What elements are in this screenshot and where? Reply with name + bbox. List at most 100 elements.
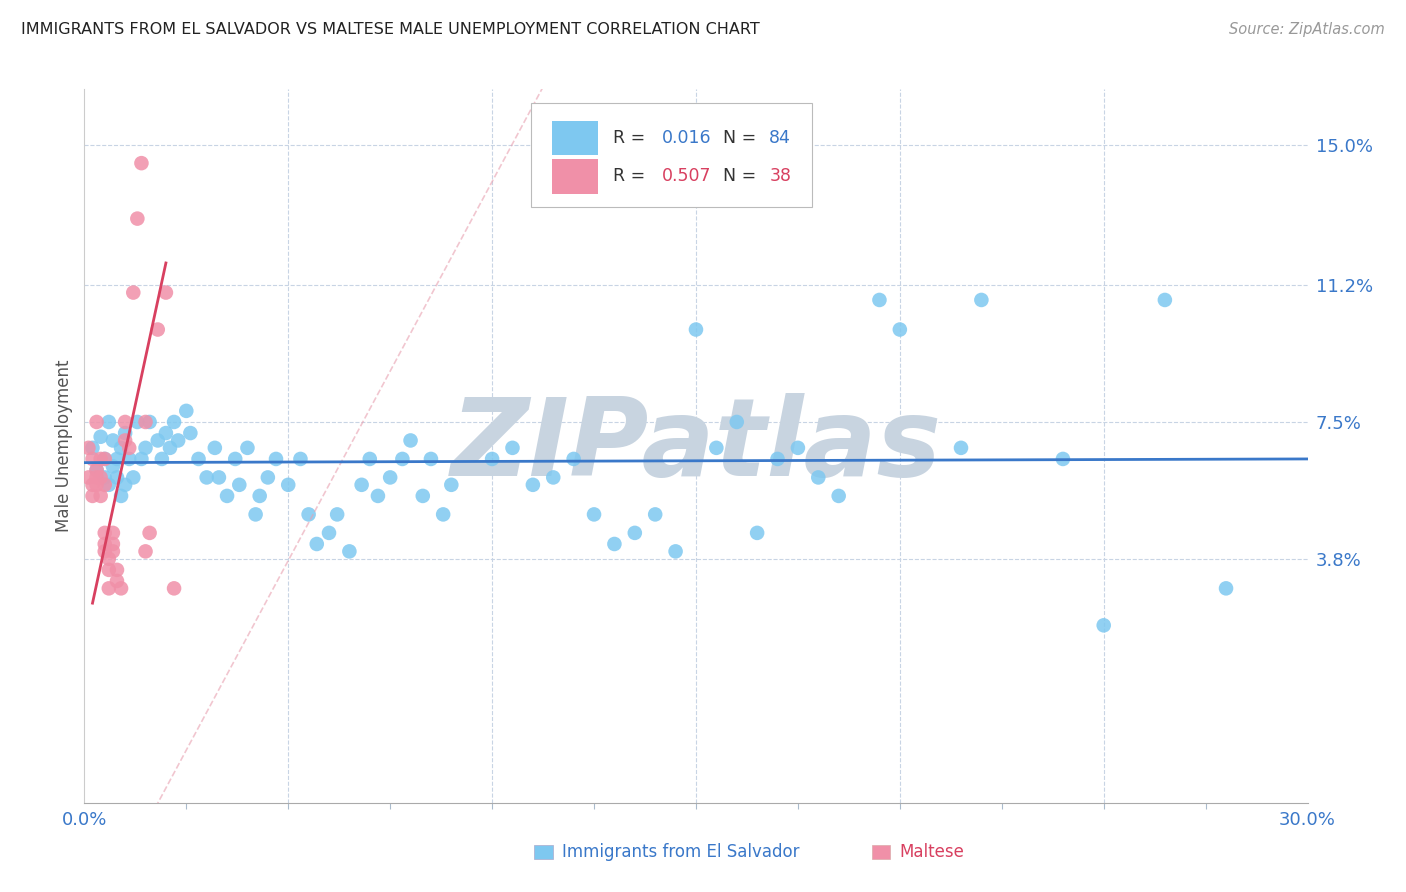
Y-axis label: Male Unemployment: Male Unemployment: [55, 359, 73, 533]
Point: [146, 434, 169, 448]
Point: [481, 452, 503, 467]
Point: [105, 574, 128, 588]
Text: Immigrants from El Salvador: Immigrants from El Salvador: [562, 843, 800, 861]
Point: [167, 434, 190, 448]
Point: [122, 285, 145, 300]
Point: [131, 452, 153, 467]
Point: [82, 478, 104, 492]
Point: [90, 470, 112, 484]
Text: ZIPatlas: ZIPatlas: [450, 393, 942, 499]
Point: [101, 525, 124, 540]
Point: [399, 434, 422, 448]
Point: [1092, 618, 1115, 632]
Point: [236, 441, 259, 455]
Point: [204, 441, 226, 455]
Point: [114, 425, 136, 440]
Point: [179, 425, 201, 440]
Point: [208, 470, 231, 484]
Point: [93, 544, 115, 558]
Point: [82, 489, 104, 503]
Point: [522, 478, 544, 492]
Point: [1215, 582, 1237, 596]
Point: [187, 452, 209, 467]
Point: [93, 537, 115, 551]
Point: [97, 582, 120, 596]
Point: [582, 508, 605, 522]
Point: [127, 211, 149, 226]
Point: [82, 441, 104, 455]
Point: [501, 441, 523, 455]
Point: [101, 459, 124, 474]
Point: [110, 441, 132, 455]
Point: [118, 441, 141, 455]
Point: [950, 441, 973, 455]
Point: [93, 452, 115, 467]
Point: [339, 544, 360, 558]
Point: [644, 508, 666, 522]
Text: 38: 38: [769, 168, 792, 186]
Point: [420, 452, 443, 467]
Point: [114, 478, 136, 492]
Point: [174, 404, 197, 418]
Point: [97, 563, 120, 577]
Text: 84: 84: [769, 128, 792, 147]
Point: [277, 478, 299, 492]
Text: R =: R =: [613, 128, 651, 147]
Point: [105, 452, 128, 467]
Point: [704, 441, 728, 455]
FancyBboxPatch shape: [531, 103, 813, 207]
Point: [110, 582, 132, 596]
Point: [150, 452, 173, 467]
FancyBboxPatch shape: [551, 120, 598, 155]
Point: [90, 430, 112, 444]
Point: [86, 415, 108, 429]
Point: [101, 544, 124, 558]
Point: [114, 434, 136, 448]
Point: [163, 582, 186, 596]
Point: [305, 537, 328, 551]
Point: [685, 322, 707, 336]
Point: [326, 508, 349, 522]
Point: [970, 293, 993, 307]
Point: [195, 470, 218, 484]
Point: [114, 415, 136, 429]
Point: [138, 525, 160, 540]
Text: Maltese: Maltese: [900, 843, 965, 861]
Point: [155, 285, 177, 300]
Point: [131, 156, 153, 170]
Point: [543, 470, 565, 484]
Point: [86, 463, 108, 477]
Point: [249, 489, 271, 503]
Point: [787, 441, 810, 455]
Point: [747, 525, 769, 540]
Point: [257, 470, 280, 484]
Point: [101, 537, 124, 551]
Point: [359, 452, 381, 467]
Point: [664, 544, 686, 558]
Point: [380, 470, 402, 484]
Text: IMMIGRANTS FROM EL SALVADOR VS MALTESE MALE UNEMPLOYMENT CORRELATION CHART: IMMIGRANTS FROM EL SALVADOR VS MALTESE M…: [21, 22, 759, 37]
Point: [105, 470, 128, 484]
Point: [77, 441, 100, 455]
Point: [93, 525, 115, 540]
Point: [224, 452, 246, 467]
Point: [155, 425, 177, 440]
Point: [97, 415, 120, 429]
Point: [146, 322, 169, 336]
Point: [298, 508, 321, 522]
Point: [90, 452, 112, 467]
Point: [391, 452, 413, 467]
Point: [138, 415, 160, 429]
Point: [869, 293, 891, 307]
Point: [217, 489, 239, 503]
Point: [86, 478, 108, 492]
Point: [350, 478, 373, 492]
Point: [889, 322, 911, 336]
Point: [122, 470, 145, 484]
Text: N =: N =: [723, 168, 762, 186]
Point: [807, 470, 830, 484]
Point: [93, 452, 115, 467]
Point: [290, 452, 312, 467]
Point: [1153, 293, 1175, 307]
Text: Source: ZipAtlas.com: Source: ZipAtlas.com: [1229, 22, 1385, 37]
